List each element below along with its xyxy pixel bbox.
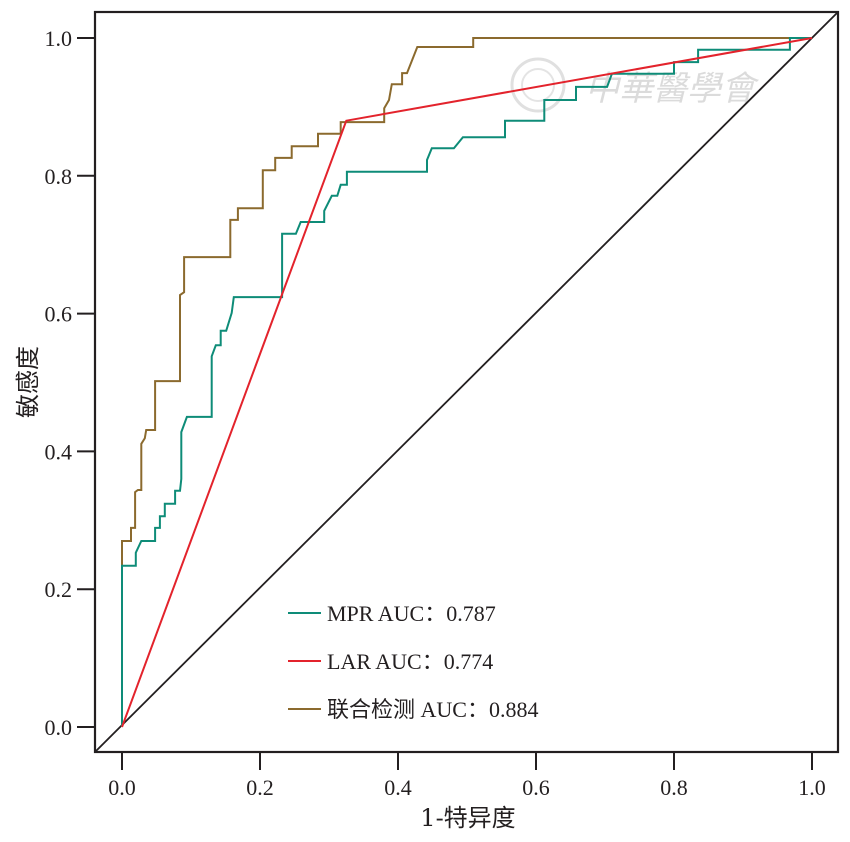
legend-label: MPR AUC：0.787	[327, 601, 496, 626]
y-tick-label: 1.0	[45, 26, 73, 51]
x-tick-label: 0.8	[660, 775, 688, 800]
series-line-mpr	[121, 37, 812, 727]
x-axis-title: 1-特异度	[420, 804, 515, 832]
x-tick-label: 0.6	[522, 775, 550, 800]
x-tick-label: 1.0	[798, 775, 826, 800]
y-tick-label: 0.6	[45, 302, 73, 327]
legend-label: 联合检测 AUC：0.884	[327, 697, 538, 722]
x-tick-label: 0.4	[384, 775, 412, 800]
watermark-logo: 中華醫學會	[510, 57, 760, 113]
watermark-seal-icon	[510, 57, 566, 113]
series-line-联合检测	[121, 37, 812, 727]
y-tick-label: 0.0	[45, 715, 73, 740]
y-tick-label: 0.2	[45, 577, 73, 602]
watermark-seal-inner-icon	[521, 68, 555, 102]
legend-item: LAR AUC：0.774	[288, 649, 493, 674]
series-line-lar	[121, 37, 813, 728]
reference-diagonal-line	[94, 11, 839, 753]
legend-label: LAR AUC：0.774	[327, 649, 493, 674]
legend-item: 联合检测 AUC：0.884	[288, 697, 538, 722]
legend-item: MPR AUC：0.787	[288, 601, 496, 626]
x-tick-label: 0.0	[108, 775, 136, 800]
plot-frame	[93, 10, 840, 754]
watermark-text: 中華醫學會	[585, 69, 760, 109]
y-tick-label: 0.8	[45, 164, 73, 189]
y-tick-label: 0.4	[45, 439, 73, 464]
x-tick-label: 0.2	[246, 775, 274, 800]
y-axis-title: 敏感度	[14, 346, 42, 418]
